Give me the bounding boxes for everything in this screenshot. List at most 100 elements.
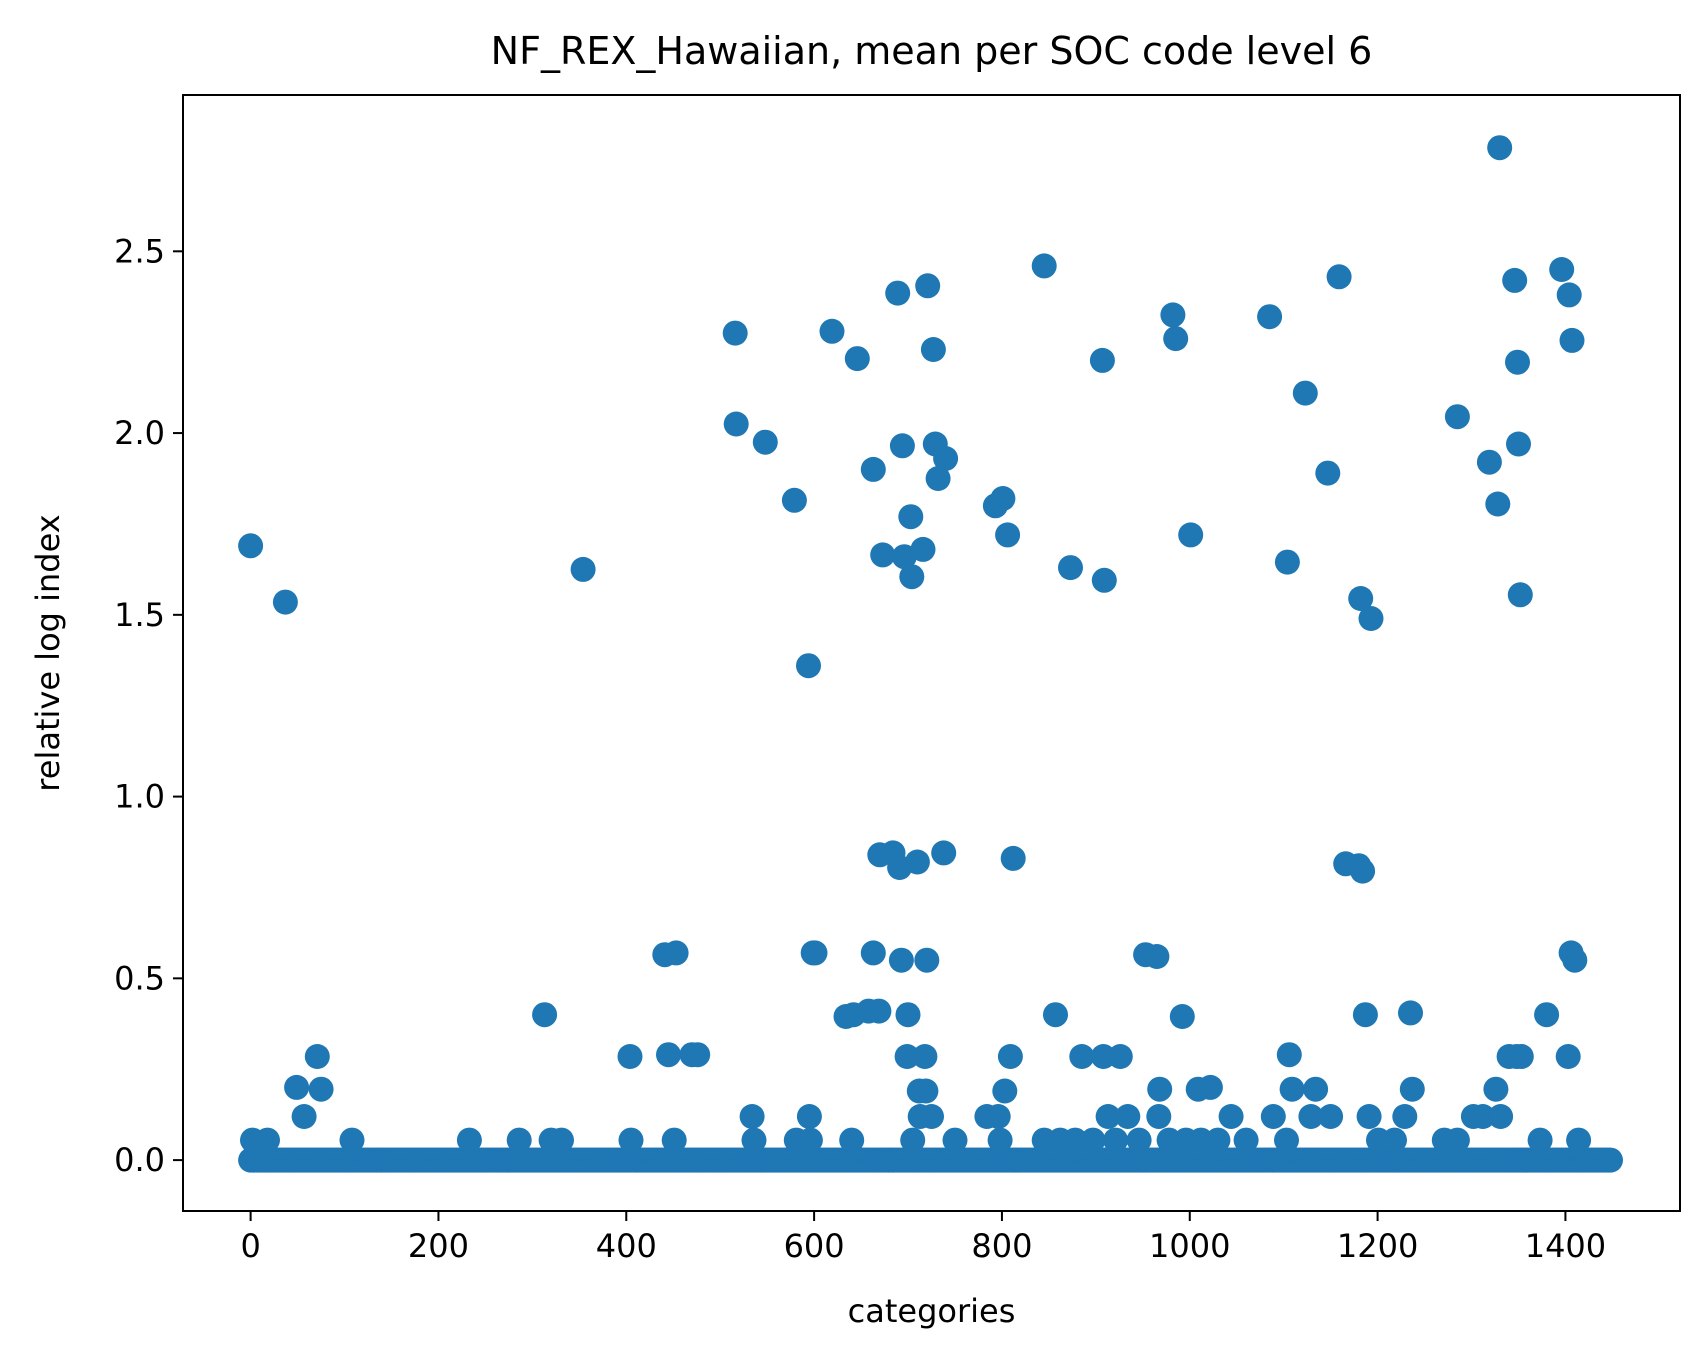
data-point bbox=[1089, 347, 1115, 373]
data-point bbox=[1274, 1127, 1299, 1153]
data-point bbox=[802, 940, 828, 966]
data-point bbox=[308, 1076, 334, 1102]
data-point bbox=[870, 542, 896, 568]
data-point bbox=[1080, 1127, 1106, 1153]
data-point bbox=[895, 1002, 921, 1028]
data-point bbox=[933, 446, 959, 471]
data-point bbox=[255, 1127, 280, 1153]
data-point bbox=[1476, 449, 1502, 475]
data-point bbox=[995, 522, 1021, 548]
data-point bbox=[1257, 304, 1283, 330]
data-point bbox=[1483, 1076, 1509, 1102]
data-point bbox=[722, 320, 748, 346]
data-point bbox=[456, 1127, 482, 1153]
data-point bbox=[796, 653, 821, 679]
x-tick-label: 400 bbox=[596, 1227, 657, 1265]
data-point bbox=[1147, 1076, 1173, 1102]
y-tick-label: 1.0 bbox=[114, 778, 165, 816]
data-point bbox=[889, 433, 915, 459]
data-point bbox=[925, 466, 951, 491]
data-point bbox=[1126, 1127, 1152, 1153]
data-point bbox=[1298, 1104, 1324, 1129]
data-point bbox=[1534, 1002, 1560, 1028]
data-point bbox=[506, 1127, 532, 1153]
data-point bbox=[898, 504, 924, 530]
data-point bbox=[291, 1104, 317, 1129]
data-point bbox=[1444, 1127, 1470, 1153]
data-point bbox=[1485, 491, 1511, 517]
data-point bbox=[1566, 1127, 1592, 1153]
data-point bbox=[1279, 1076, 1305, 1102]
data-point bbox=[1107, 1044, 1133, 1069]
data-point bbox=[899, 564, 925, 590]
plot-frame bbox=[182, 94, 1681, 1212]
data-point bbox=[912, 1044, 938, 1069]
data-point bbox=[1292, 380, 1318, 406]
data-point bbox=[1274, 549, 1300, 575]
data-point bbox=[997, 1044, 1023, 1069]
data-point bbox=[910, 536, 936, 562]
data-point bbox=[1091, 567, 1117, 593]
data-point bbox=[570, 556, 596, 582]
data-point bbox=[617, 1044, 643, 1069]
data-point bbox=[796, 1104, 822, 1129]
data-point bbox=[741, 1127, 767, 1153]
data-point bbox=[1527, 1127, 1553, 1153]
data-point bbox=[1392, 1104, 1418, 1129]
y-axis-title: relative log index bbox=[29, 514, 67, 791]
y-tick-label: 1.5 bbox=[114, 596, 165, 634]
data-point bbox=[1398, 1000, 1423, 1026]
data-point bbox=[1562, 947, 1588, 973]
data-point bbox=[942, 1127, 968, 1153]
data-point bbox=[685, 1042, 711, 1068]
data-point bbox=[931, 840, 957, 866]
data-point bbox=[1358, 606, 1384, 631]
data-point bbox=[661, 1127, 687, 1153]
y-axis-ticks: 0.0 0.5 1.0 1.5 2.0 2.5 bbox=[114, 232, 183, 1179]
data-point bbox=[1508, 1044, 1534, 1069]
data-point bbox=[985, 1104, 1011, 1129]
data-point bbox=[1348, 586, 1374, 611]
data-point bbox=[913, 1078, 939, 1104]
data-point bbox=[1146, 1104, 1172, 1129]
data-point bbox=[894, 1044, 920, 1069]
data-point bbox=[1399, 1076, 1425, 1102]
data-point bbox=[1169, 1004, 1195, 1029]
data-point bbox=[272, 589, 298, 615]
data-point bbox=[723, 411, 749, 437]
data-point bbox=[1031, 253, 1057, 279]
data-point bbox=[1502, 267, 1528, 293]
data-point bbox=[1318, 1104, 1344, 1129]
data-point bbox=[797, 1127, 823, 1153]
data-point bbox=[1444, 404, 1470, 430]
data-point bbox=[920, 337, 946, 362]
data-points bbox=[238, 135, 1623, 1173]
data-point bbox=[284, 1074, 310, 1100]
data-point bbox=[1160, 302, 1186, 328]
data-point bbox=[1326, 264, 1352, 290]
data-point bbox=[1205, 1127, 1231, 1153]
data-point bbox=[1233, 1127, 1259, 1153]
data-point bbox=[915, 273, 941, 299]
data-point bbox=[1556, 282, 1582, 308]
data-point bbox=[1505, 349, 1530, 375]
data-point bbox=[860, 456, 886, 482]
data-point bbox=[1487, 135, 1513, 161]
data-point bbox=[549, 1127, 574, 1153]
data-point bbox=[532, 1002, 558, 1028]
data-point bbox=[304, 1044, 330, 1069]
data-point bbox=[1356, 1104, 1382, 1129]
data-point bbox=[914, 947, 940, 973]
data-point bbox=[866, 998, 892, 1024]
data-point bbox=[919, 1104, 944, 1129]
data-point bbox=[1144, 944, 1170, 969]
chart-title: NF_REX_Hawaiian, mean per SOC code level… bbox=[491, 29, 1373, 73]
data-point bbox=[1062, 1127, 1088, 1153]
y-tick-label: 0.0 bbox=[114, 1141, 165, 1179]
data-point bbox=[839, 1127, 865, 1153]
x-axis-ticks: 0 200 400 600 800 1000 1200 1400 bbox=[240, 1211, 1606, 1265]
data-point bbox=[987, 1127, 1013, 1153]
data-point bbox=[656, 1042, 681, 1068]
data-point bbox=[663, 940, 689, 966]
